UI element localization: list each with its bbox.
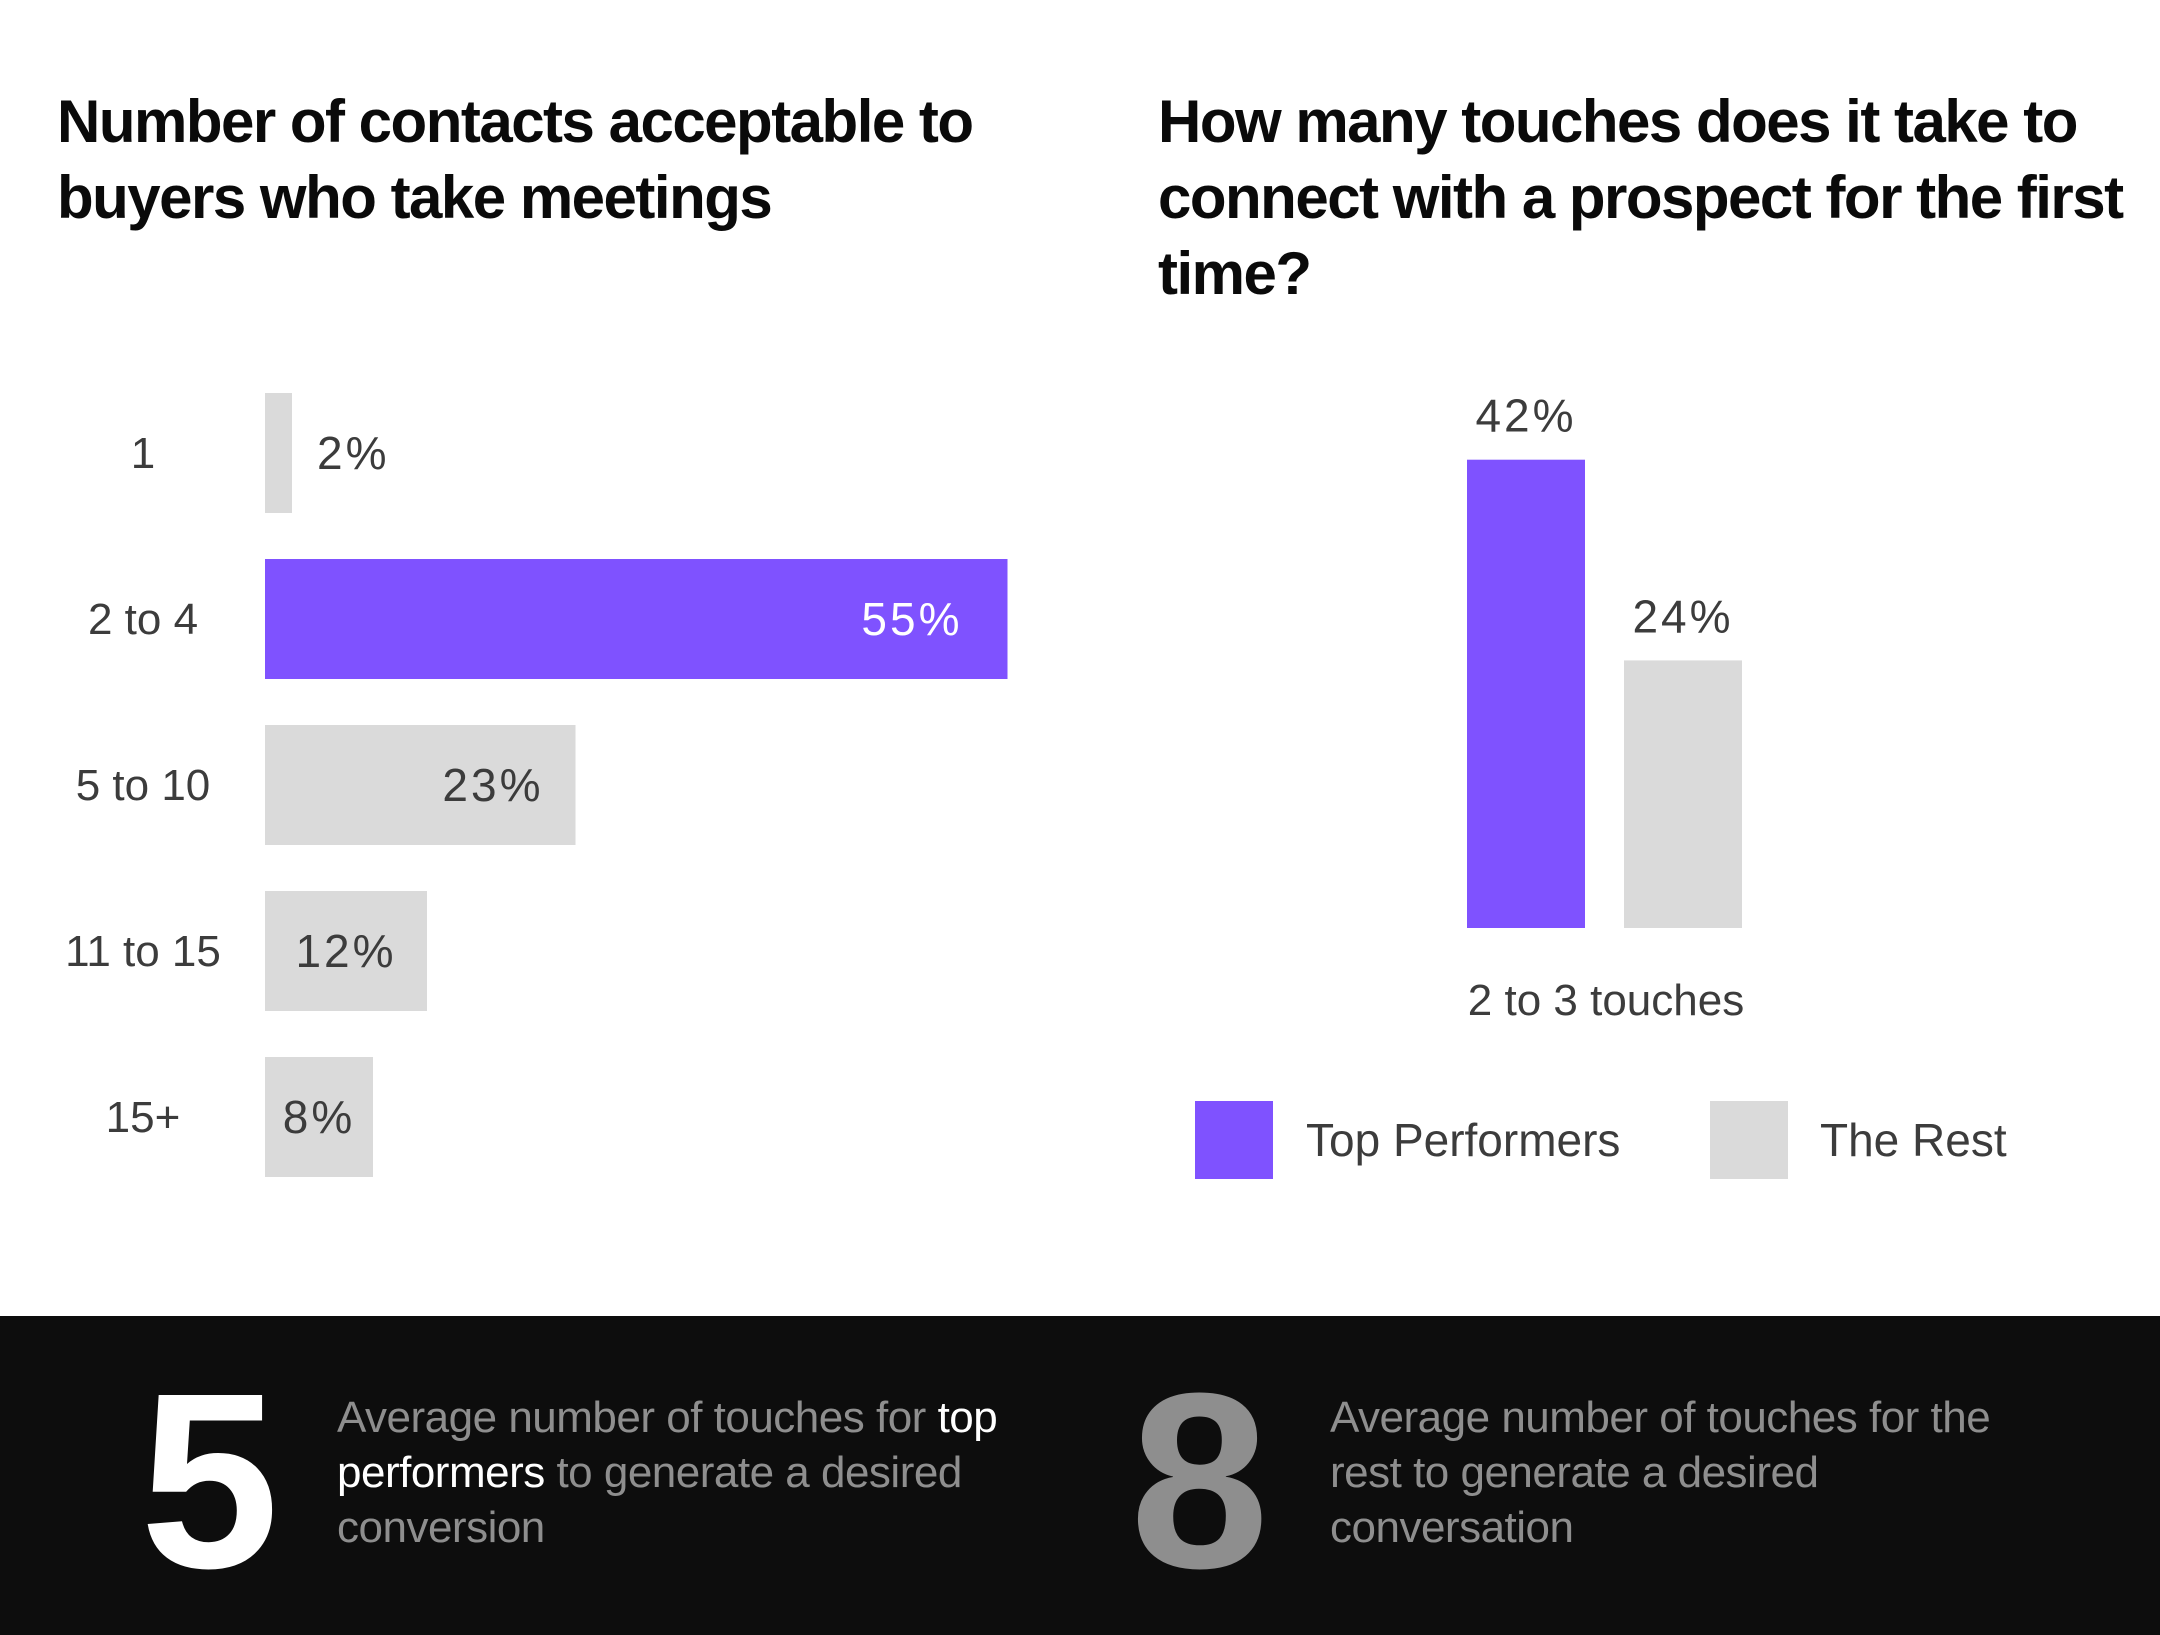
stat-rest-text: Average number of touches for the rest t…: [1330, 1390, 2030, 1555]
data-label: 12%: [295, 925, 396, 977]
data-label: 2%: [317, 427, 389, 479]
bar: [1624, 660, 1742, 928]
touches-bar-chart: 42% 24% 2 to 3 touches Top Performers The Re…: [1195, 390, 2007, 1179]
contacts-bar-chart: 1 2%2 to 4 55%5 to 10 23%11 to 15 12%15+ 8%: [65, 393, 1008, 1177]
data-label: 24%: [1632, 590, 1733, 642]
bar: [265, 725, 576, 845]
category-label: 2 to 3 touches: [1468, 976, 1744, 1025]
stat-text-before: Average number of touches for: [337, 1393, 938, 1442]
bar: [265, 891, 427, 1011]
bar: [1467, 459, 1585, 928]
stat-text-after: to generate a desired conversion: [337, 1448, 962, 1552]
category-label: 5 to 10: [76, 761, 211, 810]
legend-swatch: [1195, 1101, 1273, 1179]
stats-band: [0, 1316, 2160, 1635]
bar: [265, 559, 1008, 679]
stat-rest-value: 8: [1130, 1341, 1269, 1620]
category-label: 2 to 4: [88, 595, 198, 644]
legend-label: Top Performers: [1306, 1114, 1620, 1166]
bar: [265, 1057, 373, 1177]
data-label: 8%: [283, 1091, 355, 1143]
bar: [265, 393, 292, 513]
chart-title-touches: How many touches does it take to connect…: [1158, 88, 2124, 307]
legend-label: The Rest: [1820, 1114, 2007, 1166]
category-label: 11 to 15: [65, 927, 221, 976]
legend-swatch: [1710, 1101, 1788, 1179]
data-label: 23%: [442, 759, 543, 811]
data-label: 42%: [1475, 390, 1576, 442]
category-label: 1: [131, 429, 155, 478]
stat-text-before: Average number of touches for the rest t…: [1330, 1393, 1991, 1552]
stat-highlight: top performers: [337, 1393, 998, 1497]
category-label: 15+: [106, 1093, 181, 1142]
chart-title-contacts: Number of contacts acceptable to buyers …: [57, 88, 974, 231]
stat-top-performers-value: 5: [140, 1341, 279, 1620]
stat-top-performers-text: Average number of touches for top perfor…: [337, 1390, 1037, 1555]
data-label: 55%: [861, 593, 962, 645]
